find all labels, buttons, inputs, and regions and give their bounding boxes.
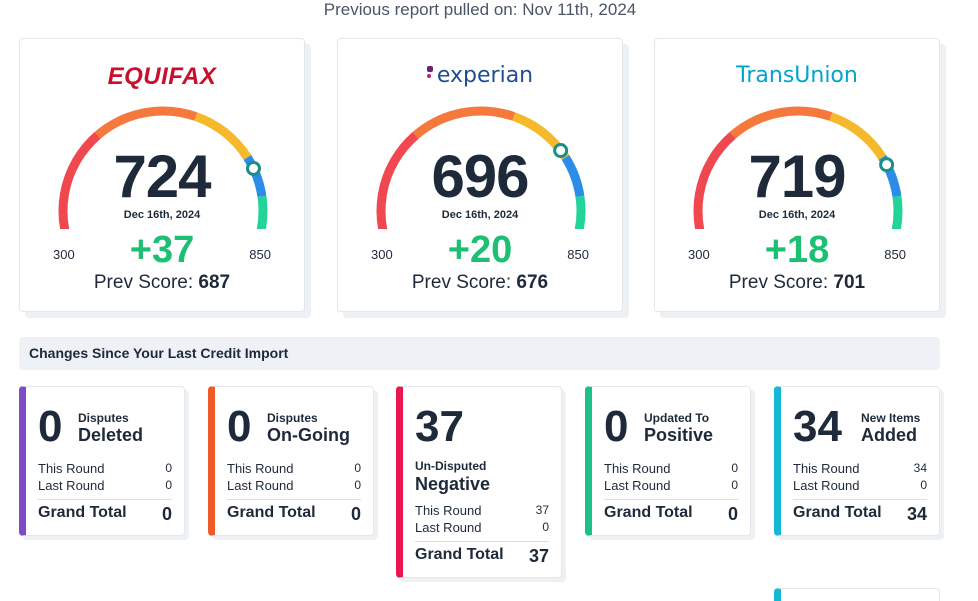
stat-value: 0 xyxy=(227,402,252,451)
score-change: +37 xyxy=(129,229,195,271)
gauge-max-label: 850 xyxy=(249,247,271,262)
score-date: Dec 16th, 2024 xyxy=(123,209,201,221)
gauge-segment xyxy=(729,106,833,139)
transunion-score-card: TransUnion 719 Dec 16th, 2024 300 850 +1… xyxy=(654,38,940,312)
stat-breakdown: This Round 37 Last Round 0 Grand Total 37 xyxy=(415,503,549,567)
stat-breakdown: This Round 34 Last Round 0 Grand Total 34 xyxy=(793,461,927,525)
equifax-logo: EQUIFAX xyxy=(107,63,217,90)
grand-total-row: Grand Total 0 xyxy=(604,499,738,525)
gauge-segment xyxy=(58,131,101,229)
stat-breakdown: This Round 0 Last Round 0 Grand Total 0 xyxy=(604,461,738,525)
disputes-ongoing-card: 0 Disputes On-Going This Round 0 Last Rou… xyxy=(208,386,374,536)
stat-label-small: Disputes xyxy=(267,411,318,425)
previous-score: Prev Score: 687 xyxy=(93,272,231,293)
gauge-segment xyxy=(412,106,516,139)
changes-section-header: Changes Since Your Last Credit Import xyxy=(19,337,940,370)
stat-value: 37 xyxy=(415,402,464,451)
credit-score: 719 xyxy=(748,143,846,210)
grand-total-row: Grand Total 37 xyxy=(415,541,549,567)
report-pulled-date: Previous report pulled on: Nov 11th, 202… xyxy=(323,0,637,19)
gauge-marker xyxy=(553,143,569,159)
gauge-segment xyxy=(574,195,586,229)
gauge-marker xyxy=(879,157,895,173)
stat-label-big: On-Going xyxy=(267,425,350,445)
gauge-segment xyxy=(829,112,887,160)
score-date: Dec 16th, 2024 xyxy=(441,209,519,221)
gauge-max-label: 850 xyxy=(567,247,589,262)
gauge-max-label: 850 xyxy=(884,247,906,262)
gauge-segment xyxy=(561,155,585,198)
stat-label-small: Disputes xyxy=(78,411,129,425)
score-gauge xyxy=(376,106,586,229)
stat-label-big: Negative xyxy=(415,474,491,494)
stat-value: 0 xyxy=(604,402,629,451)
previous-score: Prev Score: 676 xyxy=(411,272,549,293)
undisputed-negative-card: 37 Un-Disputed Negative This Round 37 Las… xyxy=(396,386,562,578)
stat-breakdown: This Round 0 Last Round 0 Grand Total 0 xyxy=(38,461,172,525)
gauge-min-label: 300 xyxy=(53,247,75,262)
score-date: Dec 16th, 2024 xyxy=(758,209,836,221)
credit-score: 724 xyxy=(113,143,211,210)
score-gauge xyxy=(58,106,268,229)
stat-value: 34 xyxy=(793,402,842,451)
score-change: +18 xyxy=(764,229,830,271)
stat-label-small: Un-Disputed xyxy=(415,459,487,473)
experian-logo: experian xyxy=(338,63,622,93)
gauge-segment xyxy=(94,106,198,139)
stat-label-small: Updated To xyxy=(644,411,710,425)
score-gauge xyxy=(693,106,903,229)
gauge-min-label: 300 xyxy=(688,247,710,262)
gauge-segment xyxy=(194,112,252,160)
stat-value: 0 xyxy=(38,402,63,451)
equifax-score-card: EQUIFAX 724 Dec 16th, 2024 300 850 +37 P… xyxy=(19,38,305,312)
new-items-added-card: 34 New Items Added This Round 34 Last Rou… xyxy=(774,386,940,536)
stat-label-big: Deleted xyxy=(78,425,144,445)
stat-label-small: New Items xyxy=(861,411,921,425)
gauge-min-label: 300 xyxy=(371,247,393,262)
experian-score-card: experian 696 Dec 16th, 2024 300 850 +20 … xyxy=(337,38,623,312)
disputes-deleted-card: 0 Disputes Deleted This Round 0 Last Roun… xyxy=(19,386,185,536)
transunion-logo: TransUnion xyxy=(736,63,858,88)
gauge-marker xyxy=(245,160,261,176)
gauge-segment xyxy=(243,155,267,198)
previous-score: Prev Score: 701 xyxy=(728,272,866,293)
gauge-segment xyxy=(376,131,419,229)
stat-label-big: Added xyxy=(861,425,917,445)
next-card-partial xyxy=(774,588,940,601)
gauge-segment xyxy=(891,195,903,229)
gauge-segment xyxy=(693,131,736,229)
grand-total-row: Grand Total 0 xyxy=(38,499,172,525)
stat-label-big: Positive xyxy=(644,425,714,445)
credit-score: 696 xyxy=(431,143,529,210)
gauge-segment xyxy=(256,195,268,229)
updated-positive-card: 0 Updated To Positive This Round 0 Last R… xyxy=(585,386,751,536)
grand-total-row: Grand Total 0 xyxy=(227,499,361,525)
grand-total-row: Grand Total 34 xyxy=(793,499,927,525)
score-change: +20 xyxy=(447,229,513,271)
stat-breakdown: This Round 0 Last Round 0 Grand Total 0 xyxy=(227,461,361,525)
